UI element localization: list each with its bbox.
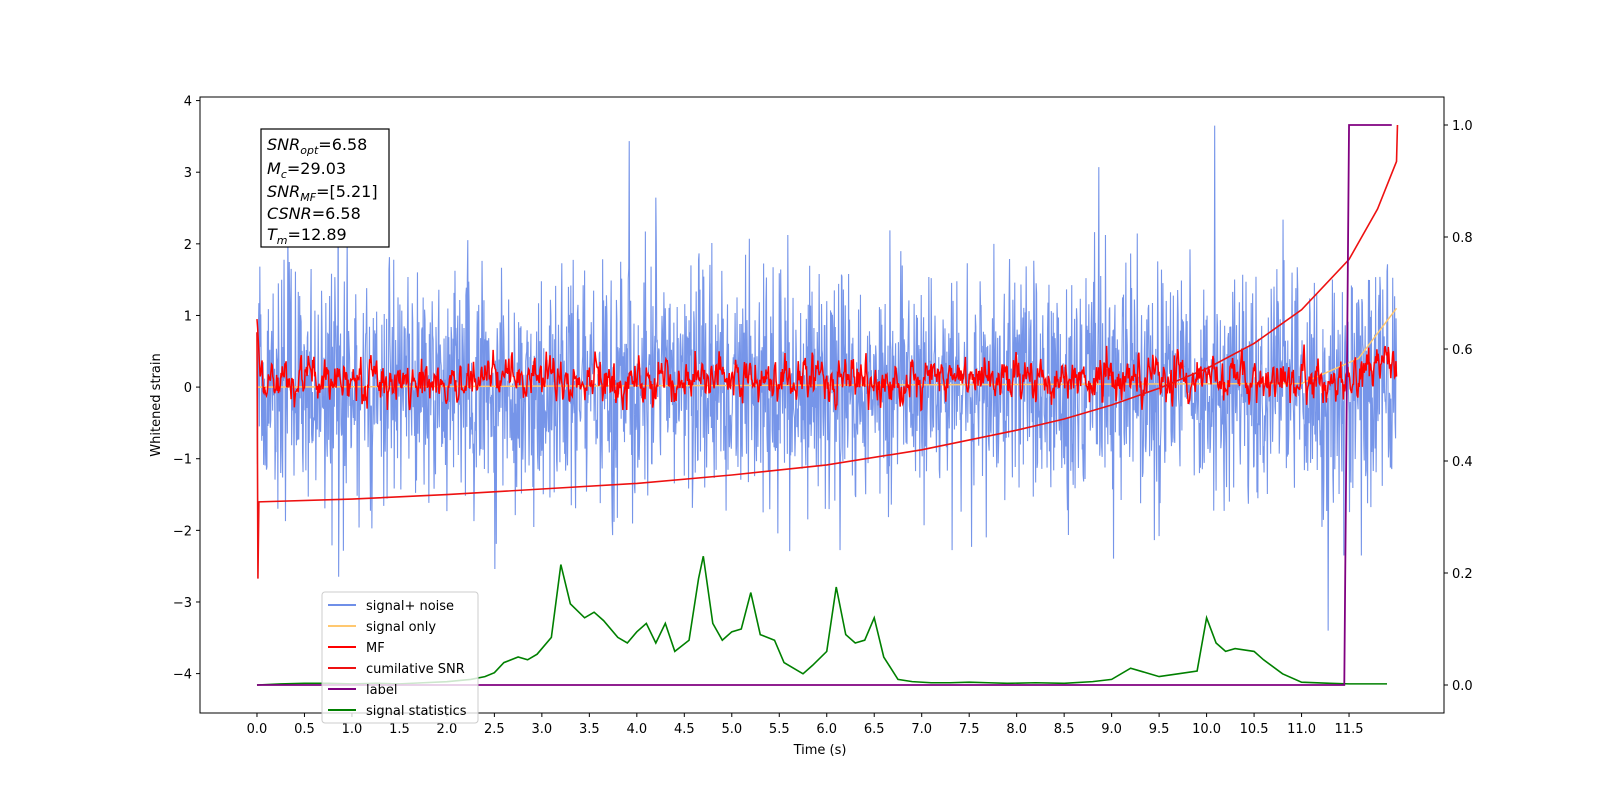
info-snr-mf-base: SNR	[267, 182, 300, 201]
y2-tick-label: 0.2	[1452, 567, 1473, 582]
x-tick-label: 1.0	[342, 722, 363, 737]
x-tick-label: 7.0	[911, 722, 932, 737]
info-snr-opt-sub: opt	[300, 144, 319, 157]
info-box-frame	[260, 128, 390, 248]
x-tick-label: 9.0	[1101, 722, 1122, 737]
y2-tick-label: 0.4	[1452, 455, 1473, 470]
info-tm-base: T	[267, 225, 278, 244]
x-tick-label: 8.0	[1006, 722, 1027, 737]
x-tick-label: 3.5	[579, 722, 600, 737]
x-tick-label: 6.0	[816, 722, 837, 737]
legend-label-signal-only: signal only	[366, 620, 436, 635]
info-box: SNRopt=6.58 Mc=29.03 SNRMF=[5.21] CSNR=6…	[260, 128, 390, 248]
info-tm-sub: m	[277, 234, 288, 247]
svg-text:SNRMF=[5.21]: SNRMF=[5.21]	[267, 182, 378, 204]
info-snr-opt-base: SNR	[267, 135, 300, 154]
y2-tick-label: 1.0	[1452, 119, 1473, 134]
y-tick-label: −3	[173, 596, 192, 611]
x-tick-label: 2.5	[484, 722, 505, 737]
signal-noise-line	[256, 125, 1398, 631]
y2-tick-label: 0.6	[1452, 343, 1473, 358]
x-tick-label: 6.5	[864, 722, 885, 737]
y2-axis-ticks: 1.0 0.8 0.6 0.4 0.2 0.0	[1444, 119, 1473, 694]
info-mc-value: =29.03	[287, 159, 346, 178]
info-snr-mf-value: =[5.21]	[316, 182, 378, 201]
info-snr-mf-sub: MF	[300, 191, 316, 204]
x-tick-label: 5.5	[769, 722, 790, 737]
svg-text:Mc=29.03: Mc=29.03	[267, 159, 346, 181]
legend-label-cumulative-snr: cumilative SNR	[366, 662, 465, 677]
y-tick-label: 2	[184, 238, 192, 253]
legend-label-label: label	[366, 683, 397, 698]
y2-tick-label: 0.0	[1452, 679, 1473, 694]
x-tick-label: 4.5	[674, 722, 695, 737]
label-series	[256, 124, 1392, 686]
legend-label-mf: MF	[366, 641, 385, 656]
x-tick-label: 0.0	[247, 722, 268, 737]
x-tick-label: 10.5	[1240, 722, 1269, 737]
x-tick-label: 5.0	[721, 722, 742, 737]
y-tick-label: 1	[184, 309, 192, 324]
info-tm-value: =12.89	[288, 225, 347, 244]
svg-text:CSNR=6.58: CSNR=6.58	[267, 204, 361, 223]
x-tick-label: 7.5	[959, 722, 980, 737]
cumulative-snr-series	[256, 124, 1399, 579]
x-tick-label: 1.5	[389, 722, 410, 737]
signal-statistics-line	[256, 556, 1388, 686]
x-tick-label: 10.0	[1192, 722, 1221, 737]
y2-tick-label: 0.8	[1452, 231, 1473, 246]
x-tick-label: 9.5	[1149, 722, 1170, 737]
legend: signal+ noise signal only MF cumilative …	[321, 591, 479, 724]
x-tick-label: 0.5	[294, 722, 315, 737]
y-tick-label: −2	[173, 524, 192, 539]
y-tick-label: −1	[173, 453, 192, 468]
y-tick-label: 4	[184, 95, 192, 110]
legend-label-signal-noise: signal+ noise	[366, 599, 454, 614]
mf-series	[256, 318, 1398, 412]
x-tick-label: 11.0	[1287, 722, 1316, 737]
info-mc-sub: c	[281, 168, 287, 181]
signal-noise-series	[256, 125, 1398, 631]
y-axis-ticks: 4 3 2 1 0 −1 −2 −3 −4	[173, 95, 200, 683]
x-axis-ticks: 0.0 0.5 1.0 1.5 2.0 2.5 3.0 3.5 4.0 4.5 5.0 5.5 6.0 6…	[247, 713, 1364, 737]
cumulative-snr-line	[256, 124, 1399, 579]
mf-line	[256, 318, 1398, 412]
legend-frame	[321, 591, 479, 724]
info-mc-base: M	[267, 159, 281, 178]
info-csnr-base: CSNR	[267, 204, 312, 223]
label-line	[256, 124, 1392, 686]
info-csnr-value: =6.58	[312, 204, 361, 223]
x-tick-label: 3.0	[532, 722, 553, 737]
y-tick-label: 3	[184, 166, 192, 181]
legend-label-signal-statistics: signal statistics	[366, 704, 467, 719]
y-axis-label: Whitened strain	[149, 353, 164, 456]
plot-frame	[199, 96, 1445, 714]
x-tick-label: 11.5	[1335, 722, 1364, 737]
x-axis-label: Time (s)	[793, 743, 847, 758]
svg-text:SNRopt=6.58: SNRopt=6.58	[267, 135, 367, 157]
y-tick-label: 0	[184, 381, 192, 396]
y-tick-label: −4	[173, 668, 192, 683]
x-tick-label: 8.5	[1054, 722, 1075, 737]
info-snr-opt-value: =6.58	[318, 135, 367, 154]
signal-statistics-series	[256, 556, 1388, 686]
svg-text:Tm=12.89: Tm=12.89	[267, 225, 347, 247]
x-tick-label: 4.0	[626, 722, 647, 737]
x-tick-label: 2.0	[437, 722, 458, 737]
